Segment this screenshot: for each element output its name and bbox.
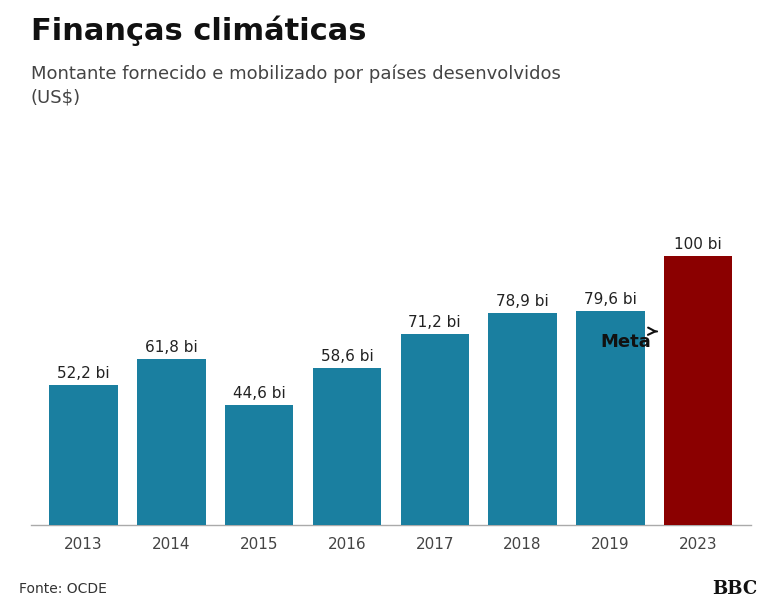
Text: BBC: BBC: [712, 580, 757, 598]
Text: 71,2 bi: 71,2 bi: [409, 315, 461, 330]
Text: 52,2 bi: 52,2 bi: [57, 366, 110, 381]
Bar: [664, 256, 732, 525]
Text: Meta: Meta: [601, 327, 657, 351]
Text: Montante fornecido e mobilizado por países desenvolvidos: Montante fornecido e mobilizado por país…: [31, 64, 561, 82]
Bar: [225, 405, 293, 525]
Bar: [313, 368, 382, 525]
Text: 44,6 bi: 44,6 bi: [233, 386, 286, 401]
Text: 78,9 bi: 78,9 bi: [496, 294, 549, 309]
Text: Finanças climáticas: Finanças climáticas: [31, 15, 366, 46]
Text: 79,6 bi: 79,6 bi: [584, 292, 637, 307]
Bar: [50, 385, 118, 525]
Bar: [576, 311, 645, 525]
Text: 61,8 bi: 61,8 bi: [145, 340, 198, 355]
Bar: [400, 334, 469, 525]
Text: 58,6 bi: 58,6 bi: [320, 349, 373, 364]
Text: (US$): (US$): [31, 89, 81, 106]
Text: Fonte: OCDE: Fonte: OCDE: [19, 582, 108, 596]
Bar: [488, 313, 557, 525]
Bar: [137, 359, 206, 525]
Text: 100 bi: 100 bi: [674, 237, 722, 252]
